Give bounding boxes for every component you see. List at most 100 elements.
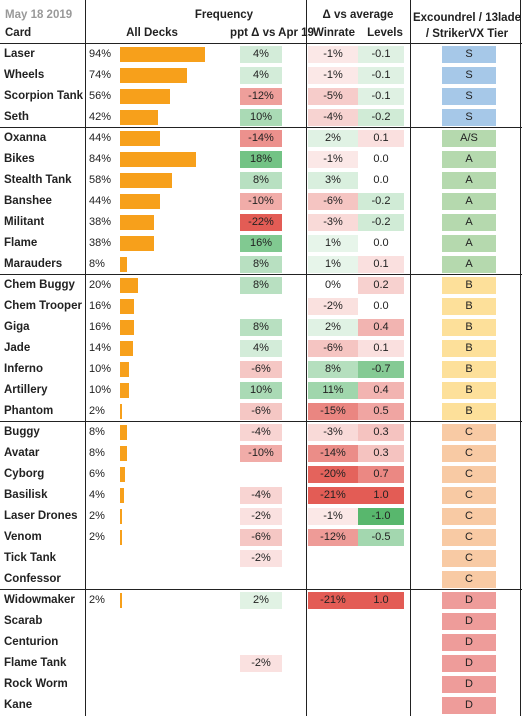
frequency-bar: [120, 47, 205, 62]
winrate-cell: 2%: [308, 319, 358, 336]
frequency-bar: [120, 299, 135, 314]
card-name: Marauders: [4, 258, 63, 270]
card-name: Laser Drones: [4, 510, 78, 522]
card-name: Cyborg: [4, 468, 45, 480]
tier-badge: A/S: [442, 130, 496, 147]
ppt-change-cell: -10%: [240, 445, 282, 462]
column-divider: [306, 0, 307, 716]
winrate-cell: -1%: [308, 151, 358, 168]
group-separator: [0, 274, 522, 275]
ppt-change-cell: 8%: [240, 319, 282, 336]
card-header: Card: [5, 27, 32, 39]
levels-cell: -0.1: [358, 67, 404, 84]
winrate-cell: -6%: [308, 193, 358, 210]
frequency-bar: [120, 383, 129, 398]
tier-badge: C: [442, 466, 496, 483]
card-name: Wheels: [4, 69, 45, 81]
winrate-cell: -5%: [308, 88, 358, 105]
levels-cell: 0.5: [358, 403, 404, 420]
tier-badge: D: [442, 613, 496, 630]
frequency-label: 2%: [89, 531, 105, 543]
winrate-cell: 11%: [308, 382, 358, 399]
frequency-label: 2%: [89, 405, 105, 417]
levels-cell: -0.1: [358, 88, 404, 105]
levels-cell: 0.0: [373, 300, 389, 312]
card-name: Avatar: [4, 447, 40, 459]
frequency-label: 16%: [89, 321, 112, 333]
card-name: Phantom: [4, 405, 54, 417]
card-name: Laser: [4, 48, 35, 60]
tier-badge: S: [442, 67, 496, 84]
ppt-change-cell: -22%: [240, 214, 282, 231]
frequency-label: 58%: [89, 174, 112, 186]
card-name: Seth: [4, 111, 29, 123]
tier-badge: C: [442, 550, 496, 567]
frequency-label: 44%: [89, 195, 112, 207]
card-name: Oxanna: [4, 132, 47, 144]
frequency-label: 8%: [89, 447, 105, 459]
frequency-label: 94%: [89, 48, 112, 60]
levels-cell: -0.1: [358, 46, 404, 63]
winrate-cell: 1%: [308, 256, 358, 273]
card-name: Stealth Tank: [4, 174, 72, 186]
winrate-cell: -6%: [308, 340, 358, 357]
frequency-bar: [120, 509, 122, 524]
ppt-change-cell: -4%: [240, 424, 282, 441]
tier-badge: B: [442, 319, 496, 336]
ppt-delta-header: ppt Δ vs Apr 19: [230, 27, 314, 39]
winrate-cell: -1%: [308, 508, 358, 525]
frequency-header: Frequency: [194, 9, 254, 21]
tier-badge: A: [442, 235, 496, 252]
levels-cell: 0.0: [373, 237, 389, 249]
card-name: Banshee: [4, 195, 52, 207]
card-name: Scorpion Tank: [4, 90, 84, 102]
frequency-label: 38%: [89, 216, 112, 228]
levels-cell: -1.0: [358, 508, 404, 525]
ppt-change-cell: 2%: [240, 592, 282, 609]
ppt-change-cell: -6%: [240, 361, 282, 378]
column-divider: [85, 0, 86, 716]
card-name: Scarab: [4, 615, 43, 627]
date-label: May 18 2019: [5, 9, 73, 21]
tier-badge: S: [442, 109, 496, 126]
winrate-cell: -12%: [308, 529, 358, 546]
delta-vs-average-header: Δ vs average: [322, 9, 394, 21]
tier-badge: C: [442, 424, 496, 441]
header-rule: [0, 43, 522, 44]
winrate-cell: 3%: [308, 172, 358, 189]
frequency-label: 74%: [89, 69, 112, 81]
card-name: Tick Tank: [4, 552, 56, 564]
ppt-change-cell: -6%: [240, 403, 282, 420]
frequency-bar: [120, 194, 160, 209]
levels-cell: 0.1: [358, 340, 404, 357]
frequency-label: 84%: [89, 153, 112, 165]
ppt-change-cell: -2%: [240, 508, 282, 525]
ppt-change-cell: 16%: [240, 235, 282, 252]
frequency-label: 6%: [89, 468, 105, 480]
winrate-cell: -21%: [308, 487, 358, 504]
levels-cell: 1.0: [358, 592, 404, 609]
frequency-bar: [120, 68, 187, 83]
frequency-bar: [120, 593, 122, 608]
frequency-bar: [120, 488, 124, 503]
frequency-bar: [120, 341, 133, 356]
ppt-change-cell: 10%: [240, 109, 282, 126]
frequency-bar: [120, 257, 128, 272]
frequency-label: 2%: [89, 594, 105, 606]
tier-badge: D: [442, 634, 496, 651]
levels-header: Levels: [367, 27, 403, 39]
tier-badge: A: [442, 256, 496, 273]
winrate-cell: -1%: [308, 46, 358, 63]
tier-badge: A: [442, 172, 496, 189]
tier-badge: B: [442, 277, 496, 294]
card-name: Basilisk: [4, 489, 48, 501]
card-name: Widowmaker: [4, 594, 75, 606]
tier-badge: B: [442, 361, 496, 378]
frequency-label: 4%: [89, 489, 105, 501]
levels-cell: 0.4: [358, 319, 404, 336]
card-name: Jade: [4, 342, 31, 354]
card-name: Bikes: [4, 153, 35, 165]
levels-cell: 0.7: [358, 466, 404, 483]
frequency-bar: [120, 173, 173, 188]
winrate-cell: -20%: [308, 466, 358, 483]
